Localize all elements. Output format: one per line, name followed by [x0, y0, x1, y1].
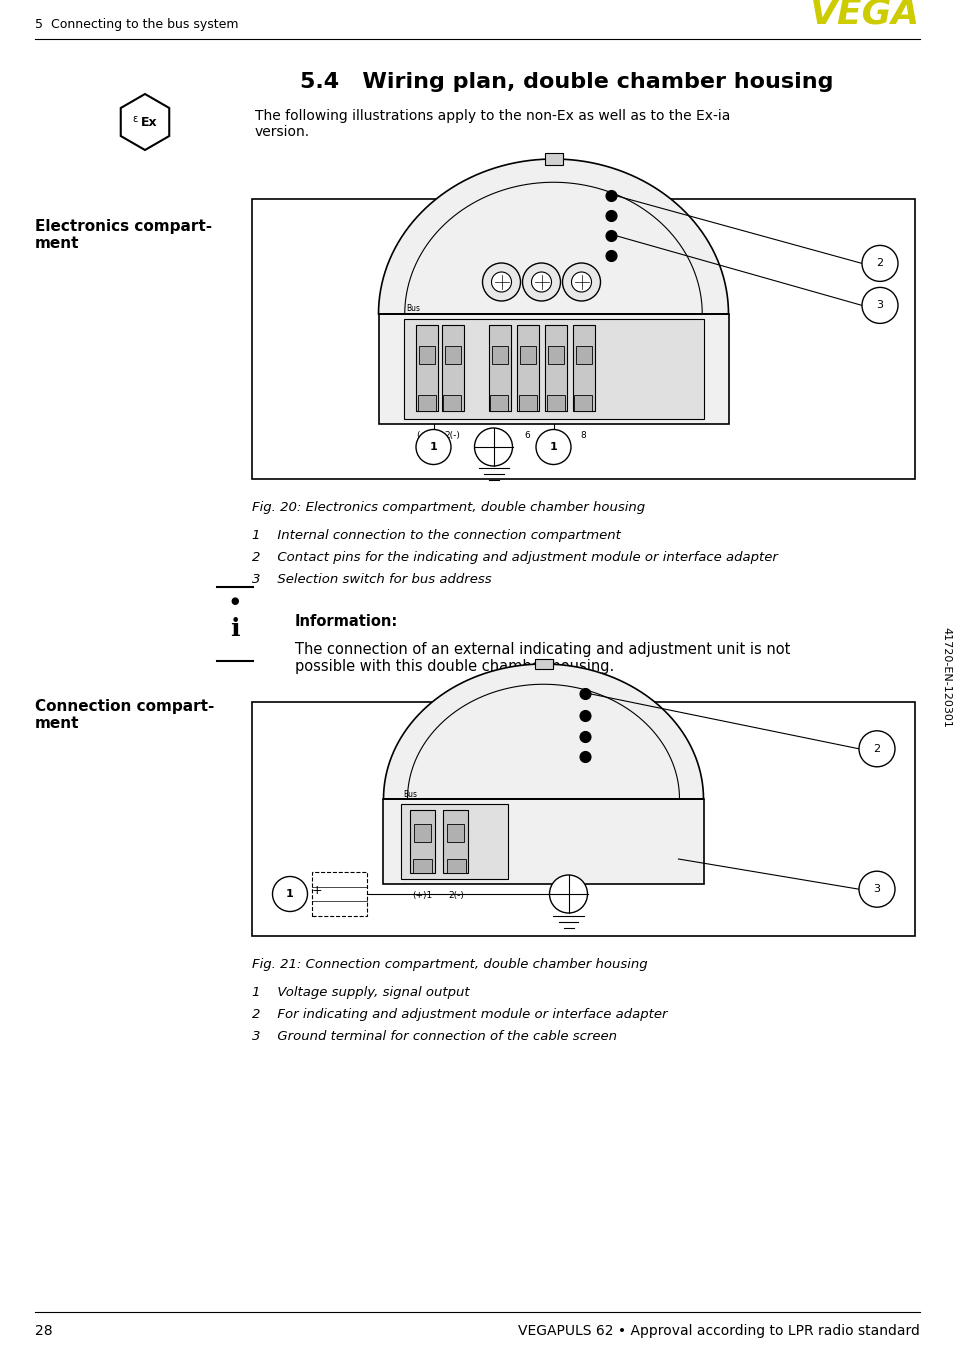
Bar — [412, 858, 431, 873]
Bar — [441, 325, 463, 412]
Bar — [378, 314, 728, 424]
Circle shape — [605, 191, 617, 202]
Bar — [518, 395, 536, 412]
Text: 6: 6 — [524, 431, 530, 440]
Circle shape — [536, 429, 571, 464]
Text: Fig. 20: Electronics compartment, double chamber housing: Fig. 20: Electronics compartment, double… — [252, 501, 644, 515]
Text: i: i — [230, 617, 239, 640]
Bar — [575, 347, 591, 364]
Bar — [252, 199, 914, 479]
Bar — [447, 823, 464, 841]
Text: 1: 1 — [429, 441, 436, 452]
Bar — [383, 799, 702, 884]
Bar — [491, 347, 507, 364]
Text: 28: 28 — [35, 1324, 52, 1338]
Circle shape — [531, 272, 551, 292]
Text: 2    Contact pins for the indicating and adjustment module or interface adapter: 2 Contact pins for the indicating and ad… — [252, 551, 777, 565]
Bar — [443, 810, 468, 873]
Bar — [547, 347, 563, 364]
Text: 1: 1 — [549, 441, 557, 452]
Bar — [401, 804, 508, 879]
Bar — [534, 659, 552, 669]
Text: 5.4   Wiring plan, double chamber housing: 5.4 Wiring plan, double chamber housing — [299, 72, 833, 92]
Bar — [544, 153, 562, 165]
Text: 2(-): 2(-) — [444, 431, 460, 440]
Bar — [446, 858, 465, 873]
Polygon shape — [378, 158, 728, 314]
Text: Ex: Ex — [140, 115, 157, 129]
Text: VEGA: VEGA — [809, 0, 919, 31]
Circle shape — [579, 731, 590, 742]
Bar — [544, 325, 566, 412]
Text: 2: 2 — [876, 259, 882, 268]
Circle shape — [858, 731, 894, 766]
Bar — [546, 395, 564, 412]
Text: The following illustrations apply to the non-Ex as well as to the Ex-ia
version.: The following illustrations apply to the… — [254, 110, 730, 139]
Text: Bus: Bus — [406, 305, 420, 313]
Bar — [403, 320, 702, 418]
Circle shape — [579, 688, 590, 700]
Text: 1    Voltage supply, signal output: 1 Voltage supply, signal output — [252, 986, 469, 999]
Circle shape — [491, 272, 511, 292]
Circle shape — [605, 230, 617, 241]
Bar — [409, 810, 434, 873]
Bar — [312, 872, 367, 917]
Text: ε: ε — [132, 114, 138, 125]
Bar — [416, 325, 437, 412]
Circle shape — [273, 876, 307, 911]
Text: +: + — [312, 884, 322, 896]
Text: Fig. 21: Connection compartment, double chamber housing: Fig. 21: Connection compartment, double … — [252, 959, 647, 971]
Circle shape — [605, 210, 617, 222]
Text: 1    Internal connection to the connection compartment: 1 Internal connection to the connection … — [252, 529, 620, 542]
Text: 41720-EN-120301: 41720-EN-120301 — [941, 627, 950, 727]
Text: ●: ● — [231, 596, 239, 607]
Circle shape — [862, 245, 897, 282]
Bar — [572, 325, 594, 412]
Text: VEGAPULS 62 • Approval according to LPR radio standard: VEGAPULS 62 • Approval according to LPR … — [517, 1324, 919, 1338]
Bar — [413, 823, 430, 841]
Text: 3    Selection switch for bus address: 3 Selection switch for bus address — [252, 573, 491, 586]
Text: Electronics compart-
ment: Electronics compart- ment — [35, 219, 212, 252]
Bar — [418, 347, 434, 364]
Text: 2: 2 — [873, 743, 880, 754]
Circle shape — [416, 429, 451, 464]
Text: 5: 5 — [497, 431, 502, 440]
Polygon shape — [383, 663, 702, 799]
Bar — [444, 347, 460, 364]
Bar — [490, 395, 508, 412]
Text: 7: 7 — [552, 431, 558, 440]
Circle shape — [605, 250, 617, 261]
Text: 3    Ground terminal for connection of the cable screen: 3 Ground terminal for connection of the … — [252, 1030, 617, 1043]
Circle shape — [522, 263, 560, 301]
Bar — [488, 325, 510, 412]
Text: Connection compart-
ment: Connection compart- ment — [35, 699, 214, 731]
Bar — [252, 701, 914, 936]
Circle shape — [862, 287, 897, 324]
Text: 5  Connecting to the bus system: 5 Connecting to the bus system — [35, 18, 238, 31]
Circle shape — [858, 871, 894, 907]
Circle shape — [579, 751, 590, 762]
Circle shape — [482, 263, 520, 301]
Text: (+)1: (+)1 — [416, 431, 436, 440]
Text: 3: 3 — [876, 301, 882, 310]
Circle shape — [571, 272, 591, 292]
Bar — [516, 325, 537, 412]
Text: Bus: Bus — [403, 789, 417, 799]
Circle shape — [579, 711, 590, 722]
Circle shape — [549, 875, 587, 913]
Bar — [417, 395, 435, 412]
Text: Information:: Information: — [294, 613, 397, 630]
Text: 3: 3 — [873, 884, 880, 894]
Circle shape — [474, 428, 512, 466]
Bar — [519, 347, 535, 364]
Circle shape — [562, 263, 599, 301]
Text: 1: 1 — [286, 890, 294, 899]
Bar — [574, 395, 592, 412]
Text: 8: 8 — [580, 431, 586, 440]
Text: (+)1: (+)1 — [412, 891, 432, 900]
Text: 2    For indicating and adjustment module or interface adapter: 2 For indicating and adjustment module o… — [252, 1007, 667, 1021]
Bar — [443, 395, 461, 412]
Text: 2(-): 2(-) — [448, 891, 463, 900]
Text: The connection of an external indicating and adjustment unit is not
possible wit: The connection of an external indicating… — [294, 642, 789, 674]
